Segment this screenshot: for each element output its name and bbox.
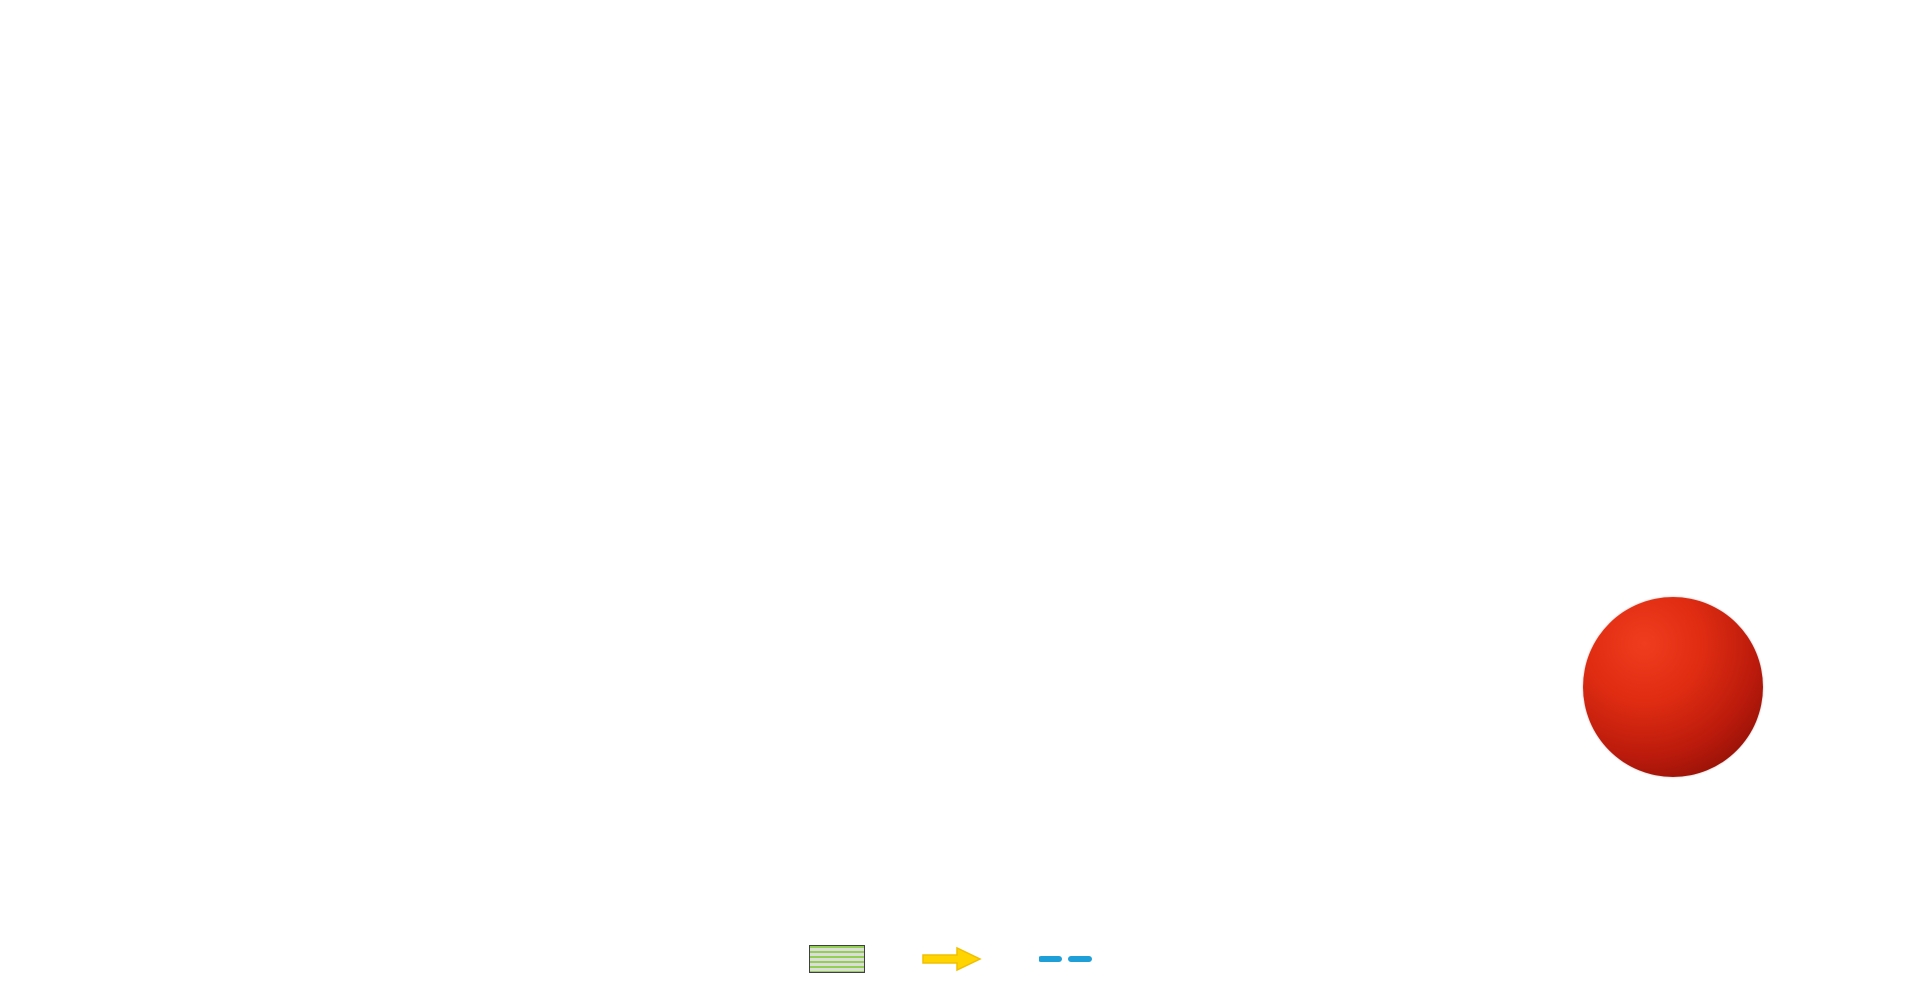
plot-svg (128, 96, 1800, 656)
legend-item-price[interactable] (921, 945, 993, 973)
legend-item-salary[interactable] (809, 945, 875, 973)
watermark-logo (1583, 597, 1763, 777)
legend-item-key-rate[interactable] (1038, 951, 1111, 967)
chart-legend (0, 945, 1920, 973)
area-swatch-icon (809, 945, 865, 973)
dash-swatch-icon (1038, 951, 1102, 967)
plot-area (128, 96, 1800, 656)
arrow-swatch-icon (921, 945, 983, 973)
